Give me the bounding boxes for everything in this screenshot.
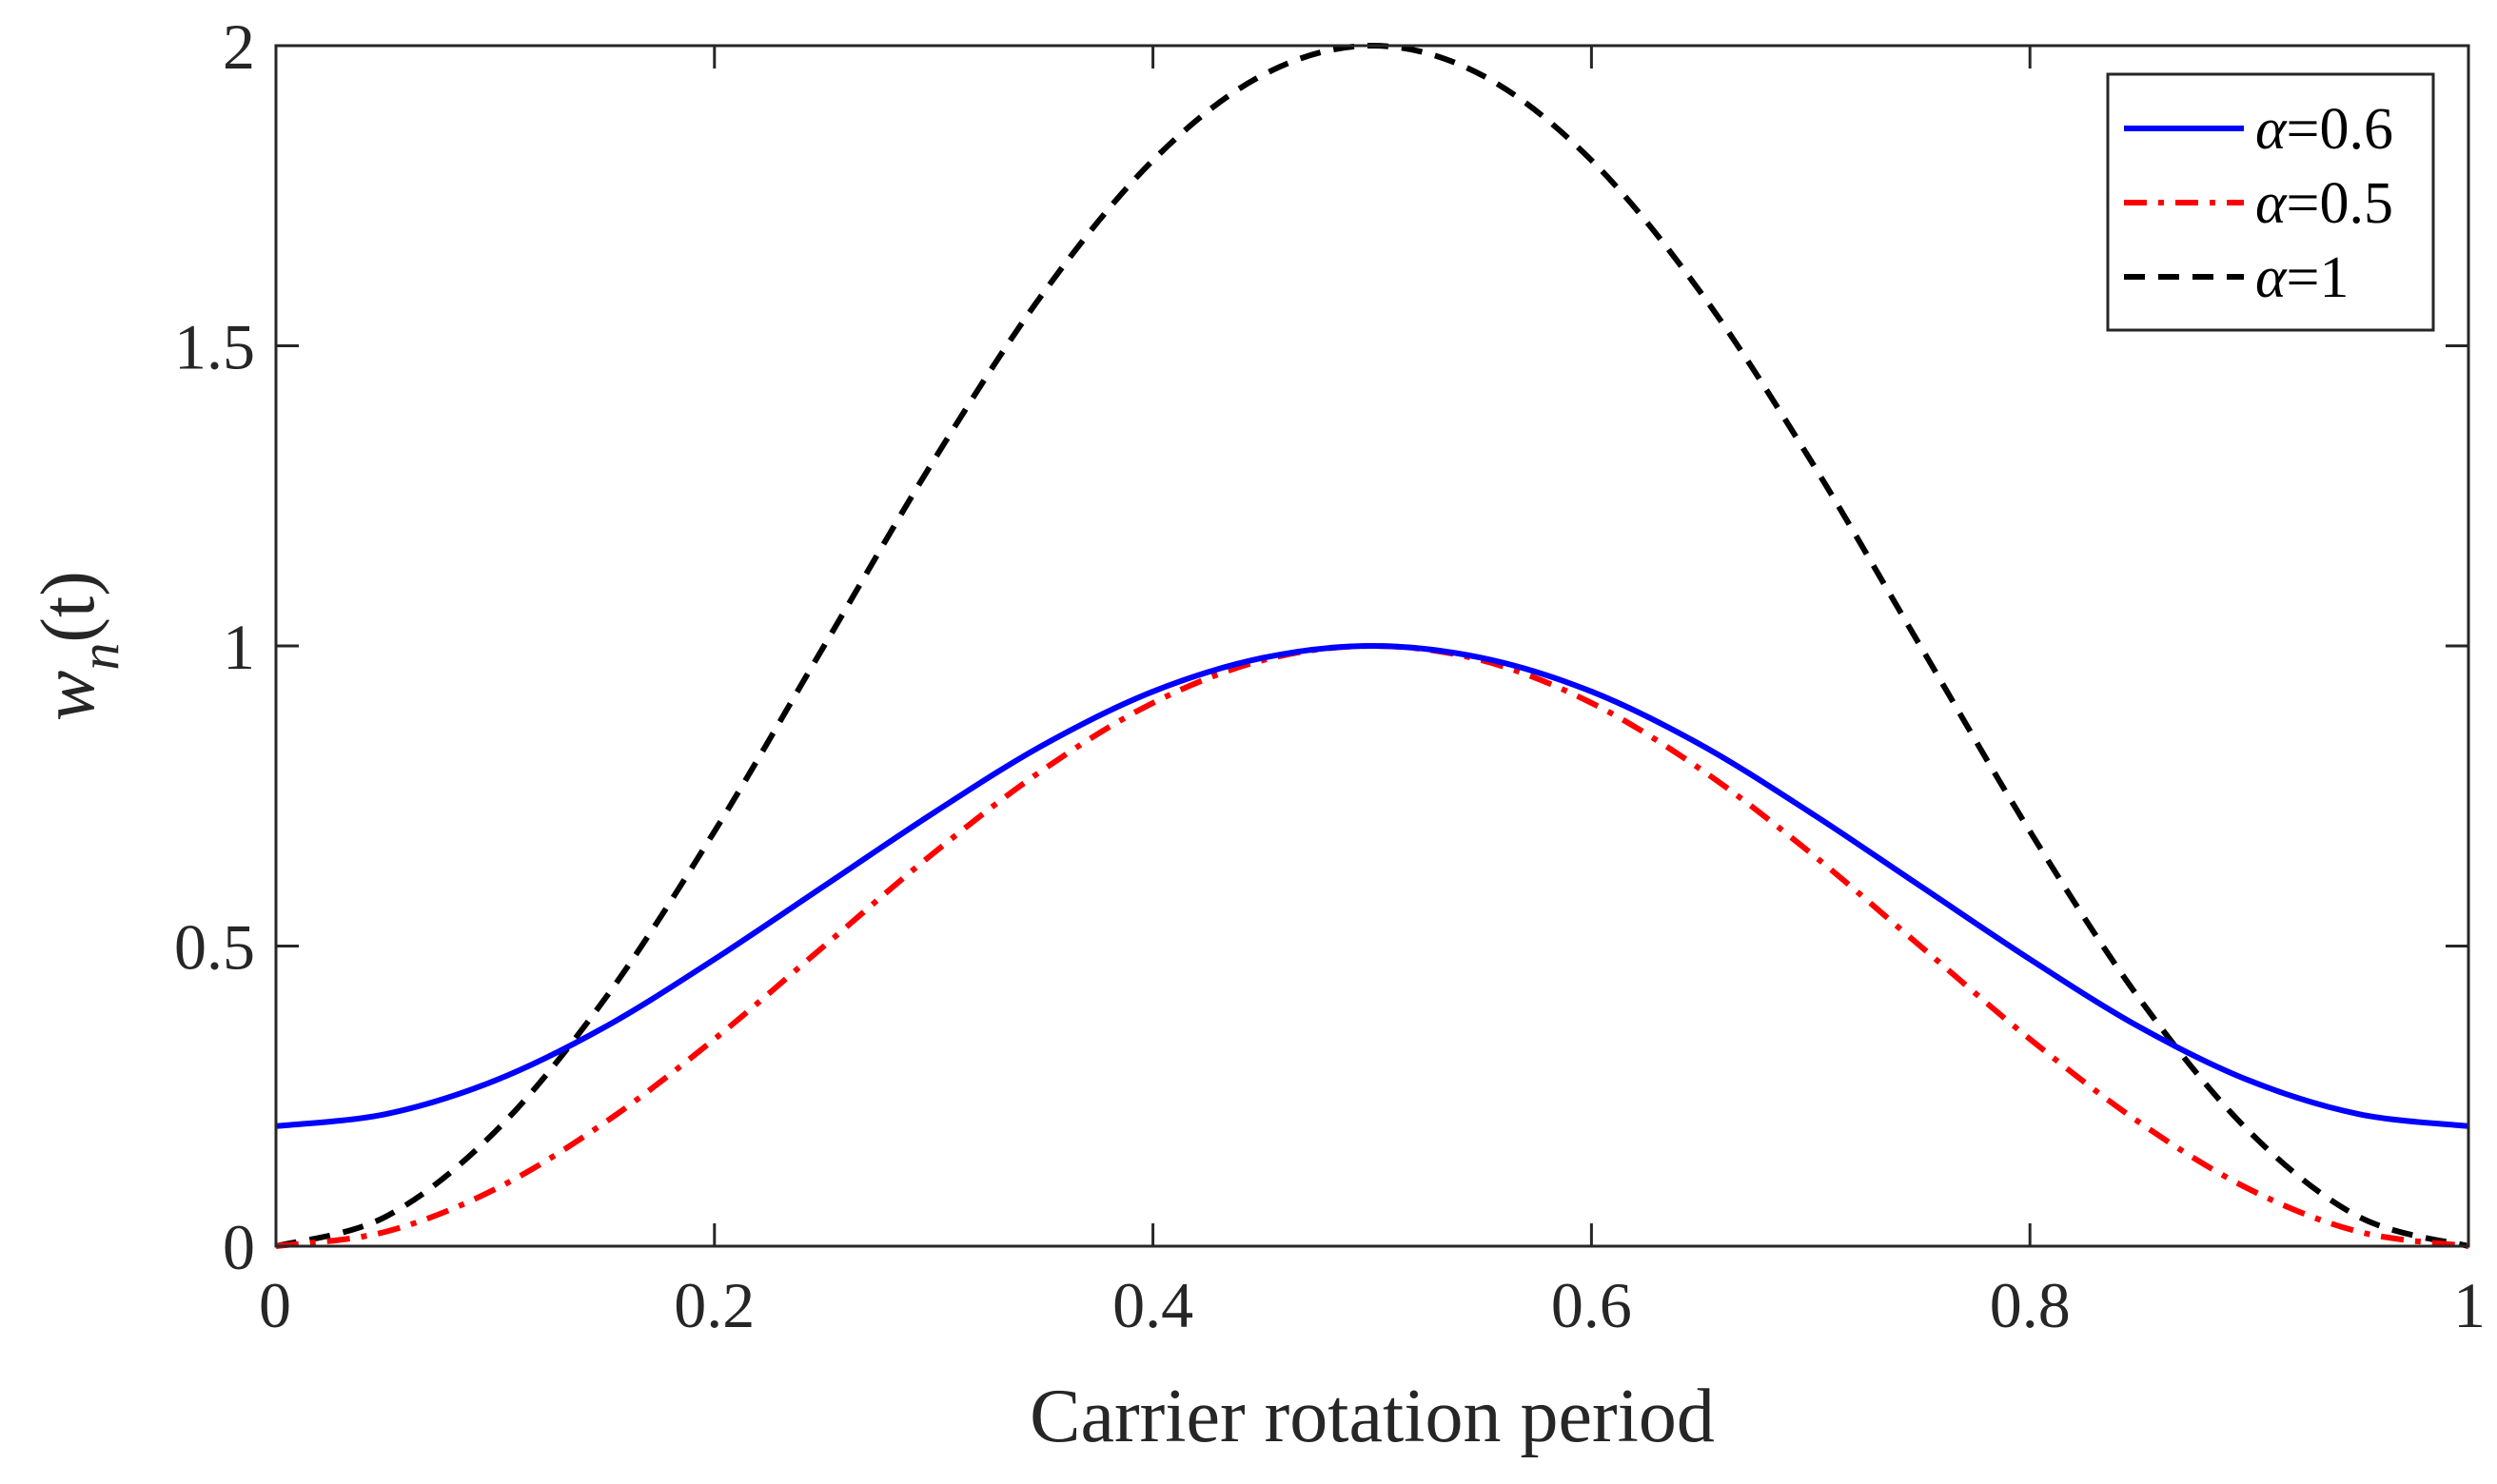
plot-frame: [274, 44, 2470, 1248]
legend: α=0.6 α=0.5 α=1: [2106, 72, 2435, 332]
y-tick-label: 1: [223, 611, 255, 683]
x-tick-label: 0: [259, 1269, 291, 1341]
x-tick-labels: 0 0.2 0.4 0.6 0.8 1: [259, 1269, 2486, 1341]
y-axis-label-main: w: [27, 671, 110, 721]
y-tick-label: 2: [223, 10, 255, 83]
legend-items: α=0.6 α=0.5 α=1: [2124, 97, 2393, 310]
legend-label: α=0.5: [2255, 171, 2393, 236]
x-tick-label: 0.2: [674, 1269, 755, 1341]
svg-text:wn(t): wn(t): [27, 571, 130, 721]
y-tick-label: 0.5: [174, 911, 255, 984]
x-tick-label: 0.8: [1990, 1269, 2071, 1341]
y-tick-label: 1.5: [174, 311, 255, 383]
y-axis-label: wn(t): [27, 571, 130, 721]
y-tick-label: 0: [223, 1211, 255, 1283]
x-tick-label: 0.6: [1551, 1269, 1632, 1341]
x-tick-label: 0.4: [1112, 1269, 1193, 1341]
y-axis-label-suffix: (t): [27, 571, 110, 643]
series-line-1: [275, 643, 2469, 1129]
y-axis-label-sub: n: [69, 643, 130, 671]
series-line-2: [275, 643, 2469, 1249]
legend-label: α=1: [2255, 245, 2350, 310]
legend-label: α=0.6: [2255, 97, 2393, 162]
x-axis-label: Carrier rotation period: [1030, 1375, 1715, 1458]
x-tick-label: 1: [2453, 1269, 2486, 1341]
y-tick-labels: 0 0.5 1 1.5 2: [174, 10, 255, 1283]
